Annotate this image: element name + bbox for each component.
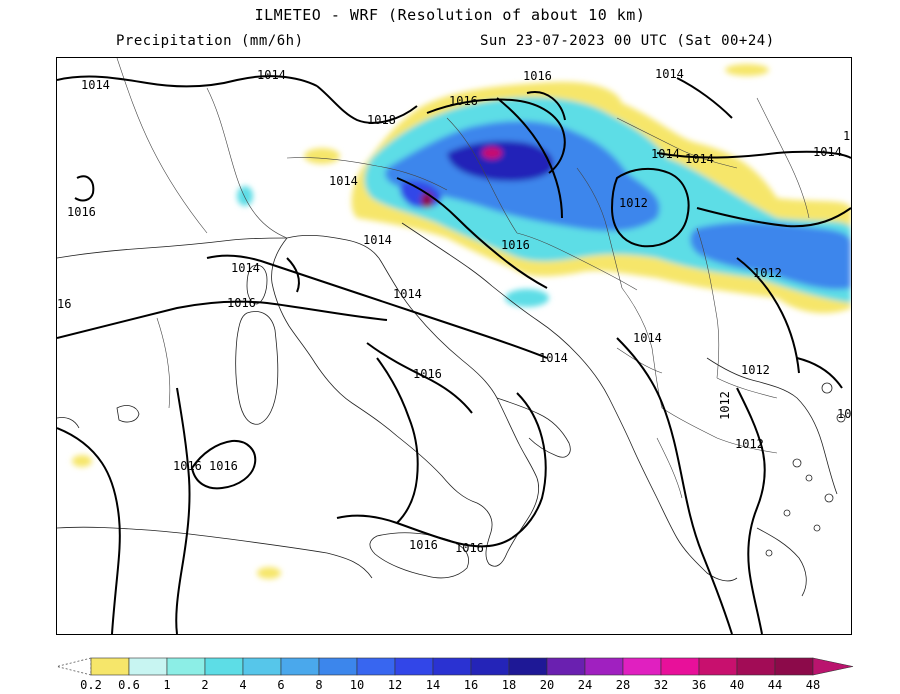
precip-cell-alps-west [304, 148, 340, 164]
precip-cell-west [237, 186, 253, 206]
legend-swatch [204, 657, 244, 676]
isobar-label: 1016 [227, 296, 256, 310]
isobar-label: 1014 [257, 68, 286, 82]
legend-swatch [584, 657, 624, 676]
isobar-label: 1016 [501, 238, 530, 252]
isobar-label: 1014 [539, 351, 568, 365]
legend-swatch [660, 657, 700, 676]
legend-label: 2 [201, 678, 208, 692]
isobar-label: 1014 [633, 331, 662, 345]
precip-cell-sicily [257, 567, 281, 579]
legend-label: 8 [315, 678, 322, 692]
legend-label: 16 [464, 678, 478, 692]
legend-swatch [90, 657, 130, 676]
legend-swatch [774, 657, 814, 676]
legend-label: 6 [277, 678, 284, 692]
legend-swatch [356, 657, 396, 676]
legend-swatch [128, 657, 168, 676]
isobar-label: 1012 [718, 391, 732, 420]
legend-label: 0.6 [118, 678, 140, 692]
legend-label: 44 [768, 678, 782, 692]
isobars [57, 75, 851, 634]
legend-labels: 0.2 0.6 1 2 4 6 8 10 12 14 16 18 20 24 28 32 36 40 44 48 [80, 678, 820, 692]
isobar-labels: 1014 1014 1016 1016 1014 1018 1016 1014 … [57, 67, 851, 555]
isobar-label: 1014 [231, 261, 260, 275]
legend-label: 14 [426, 678, 440, 692]
legend-label: 24 [578, 678, 592, 692]
legend-swatch [432, 657, 472, 676]
legend-arrow-high [812, 657, 854, 676]
isobar-label: 1016 [409, 538, 438, 552]
isobar-label: 1014 [329, 174, 358, 188]
legend-label: 40 [730, 678, 744, 692]
coastlines [57, 222, 846, 597]
map-canvas: 1014 1014 1016 1016 1014 1018 1016 1014 … [57, 58, 851, 634]
isobar-label: 1016 [455, 541, 484, 555]
legend-swatch [242, 657, 282, 676]
isobar-label: 1014 [655, 67, 684, 81]
legend-swatch [546, 657, 586, 676]
valid-time-label: Sun 23-07-2023 00 UTC (Sat 00+24) [480, 33, 775, 49]
legend-label: 48 [806, 678, 820, 692]
isobar-label: 1016 [449, 94, 478, 108]
legend-label: 0.2 [80, 678, 102, 692]
isobar-label: 1014 [651, 147, 680, 161]
precip-max-north [482, 147, 502, 159]
isobar-label: 1014 [363, 233, 392, 247]
legend-swatch [698, 657, 738, 676]
legend-label: 10 [350, 678, 364, 692]
isobar-label: 1012 [753, 266, 782, 280]
isobar-label: 1014 [813, 145, 842, 159]
legend-label: 32 [654, 678, 668, 692]
isobar-label: 1014 [685, 152, 714, 166]
map-title: ILMETEO - WRF (Resolution of about 10 km… [254, 6, 646, 24]
legend-swatch [736, 657, 776, 676]
precip-cell-ne [725, 64, 769, 76]
isobar-label: 1012 [619, 196, 648, 210]
precipitation-field [72, 64, 851, 579]
isobar-label: 1 [843, 129, 850, 143]
isobar-label: 1016 [413, 367, 442, 381]
isobar-label: 1016 [173, 459, 202, 473]
isobar-label: 1014 [81, 78, 110, 92]
field-label: Precipitation (mm/6h) [116, 33, 304, 49]
legend-label: 20 [540, 678, 554, 692]
legend-swatch [394, 657, 434, 676]
legend-label: 1 [163, 678, 170, 692]
isobar-label: 1016 [209, 459, 238, 473]
precip-cell-sardinia [72, 455, 92, 467]
legend-swatch [318, 657, 358, 676]
isobar-label: 1016 [523, 69, 552, 83]
legend-label: 12 [388, 678, 402, 692]
legend-label: 36 [692, 678, 706, 692]
legend-label: 4 [239, 678, 246, 692]
isobar-label: 16 [57, 297, 71, 311]
isobar-label: 1016 [67, 205, 96, 219]
legend-label: 28 [616, 678, 630, 692]
precip-area-blue-east [690, 222, 851, 290]
legend-arrow-low [56, 657, 92, 676]
precip-cell-adriatic [505, 289, 549, 307]
precip-area-dark [447, 141, 554, 182]
isobar-label: 1012 [741, 363, 770, 377]
legend-swatch [470, 657, 510, 676]
legend-swatch [622, 657, 662, 676]
legend-swatch [508, 657, 548, 676]
isobar-label: 1018 [367, 113, 396, 127]
borders [116, 58, 810, 499]
legend-bar [56, 657, 854, 676]
legend-swatch [280, 657, 320, 676]
legend-swatch [166, 657, 206, 676]
isobar-label: 1014 [393, 287, 422, 301]
precipitation-legend: 0.2 0.6 1 2 4 6 8 10 12 14 16 18 20 24 28 32 36 40 44 48 [56, 657, 854, 692]
isobar-label: 1012 [735, 437, 764, 451]
legend-label: 18 [502, 678, 516, 692]
isobar-label: 10 [837, 407, 851, 421]
map-frame: 1014 1014 1016 1016 1014 1018 1016 1014 … [56, 57, 852, 635]
